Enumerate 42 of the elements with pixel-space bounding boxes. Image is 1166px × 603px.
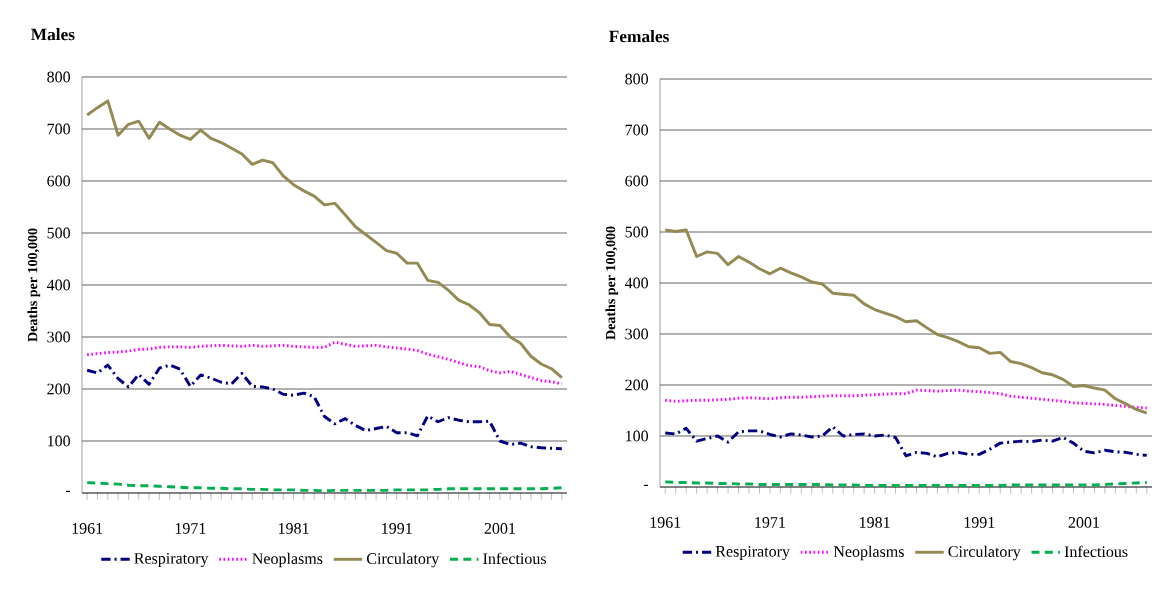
x-tick-label: 1991 <box>964 517 995 528</box>
x-tick-label: 1981 <box>278 523 309 534</box>
legend-label: Infectious <box>1064 545 1128 558</box>
y-tick-label: 300 <box>625 328 649 340</box>
x-tick-label: 1961 <box>72 523 103 534</box>
legend-label: Neoplasms <box>252 552 323 568</box>
y-tick-label: 500 <box>625 226 649 238</box>
y-tick-label: 400 <box>46 279 71 291</box>
x-tick-label: 1981 <box>860 517 890 528</box>
y-tick-label: - <box>643 484 649 487</box>
legend-label: Circulatory <box>948 545 1021 561</box>
y-tick-label: 600 <box>47 175 71 187</box>
x-tick-label: 1991 <box>382 523 412 534</box>
chart-title: Males <box>31 28 75 41</box>
legend-label: Respiratory <box>134 553 209 568</box>
y-axis-title: Deaths per 100,000 <box>27 228 41 342</box>
y-tick-label: 400 <box>624 277 649 289</box>
legend-label: Neoplasms <box>833 545 904 561</box>
y-tick-label: 100 <box>48 435 71 447</box>
y-tick-label: 700 <box>625 124 649 136</box>
legend-label: Infectious <box>483 552 546 565</box>
y-tick-label: 100 <box>626 430 649 442</box>
chart-title: Females <box>609 30 669 43</box>
x-tick-label: 1971 <box>755 517 785 528</box>
line-series <box>663 228 1149 415</box>
x-tick-label: 1961 <box>650 517 681 528</box>
y-tick-label: 300 <box>47 331 71 343</box>
line-series <box>85 363 564 451</box>
legend-label: Respiratory <box>715 545 790 561</box>
y-tick-label: 800 <box>47 71 71 83</box>
y-tick-label: 700 <box>47 123 71 135</box>
y-tick-label: 200 <box>625 379 649 391</box>
y-tick-label: 800 <box>625 73 649 85</box>
y-axis-title: Deaths per 100,000 <box>605 226 619 340</box>
y-tick-label: - <box>65 490 71 493</box>
y-tick-label: 500 <box>47 227 71 239</box>
legend-label: Circulatory <box>366 552 440 568</box>
y-tick-label: 200 <box>47 383 71 395</box>
x-tick-label: 1971 <box>175 523 206 534</box>
y-tick-label: 600 <box>625 175 649 187</box>
x-tick-label: 2001 <box>484 523 515 534</box>
x-tick-label: 2001 <box>1068 517 1100 528</box>
